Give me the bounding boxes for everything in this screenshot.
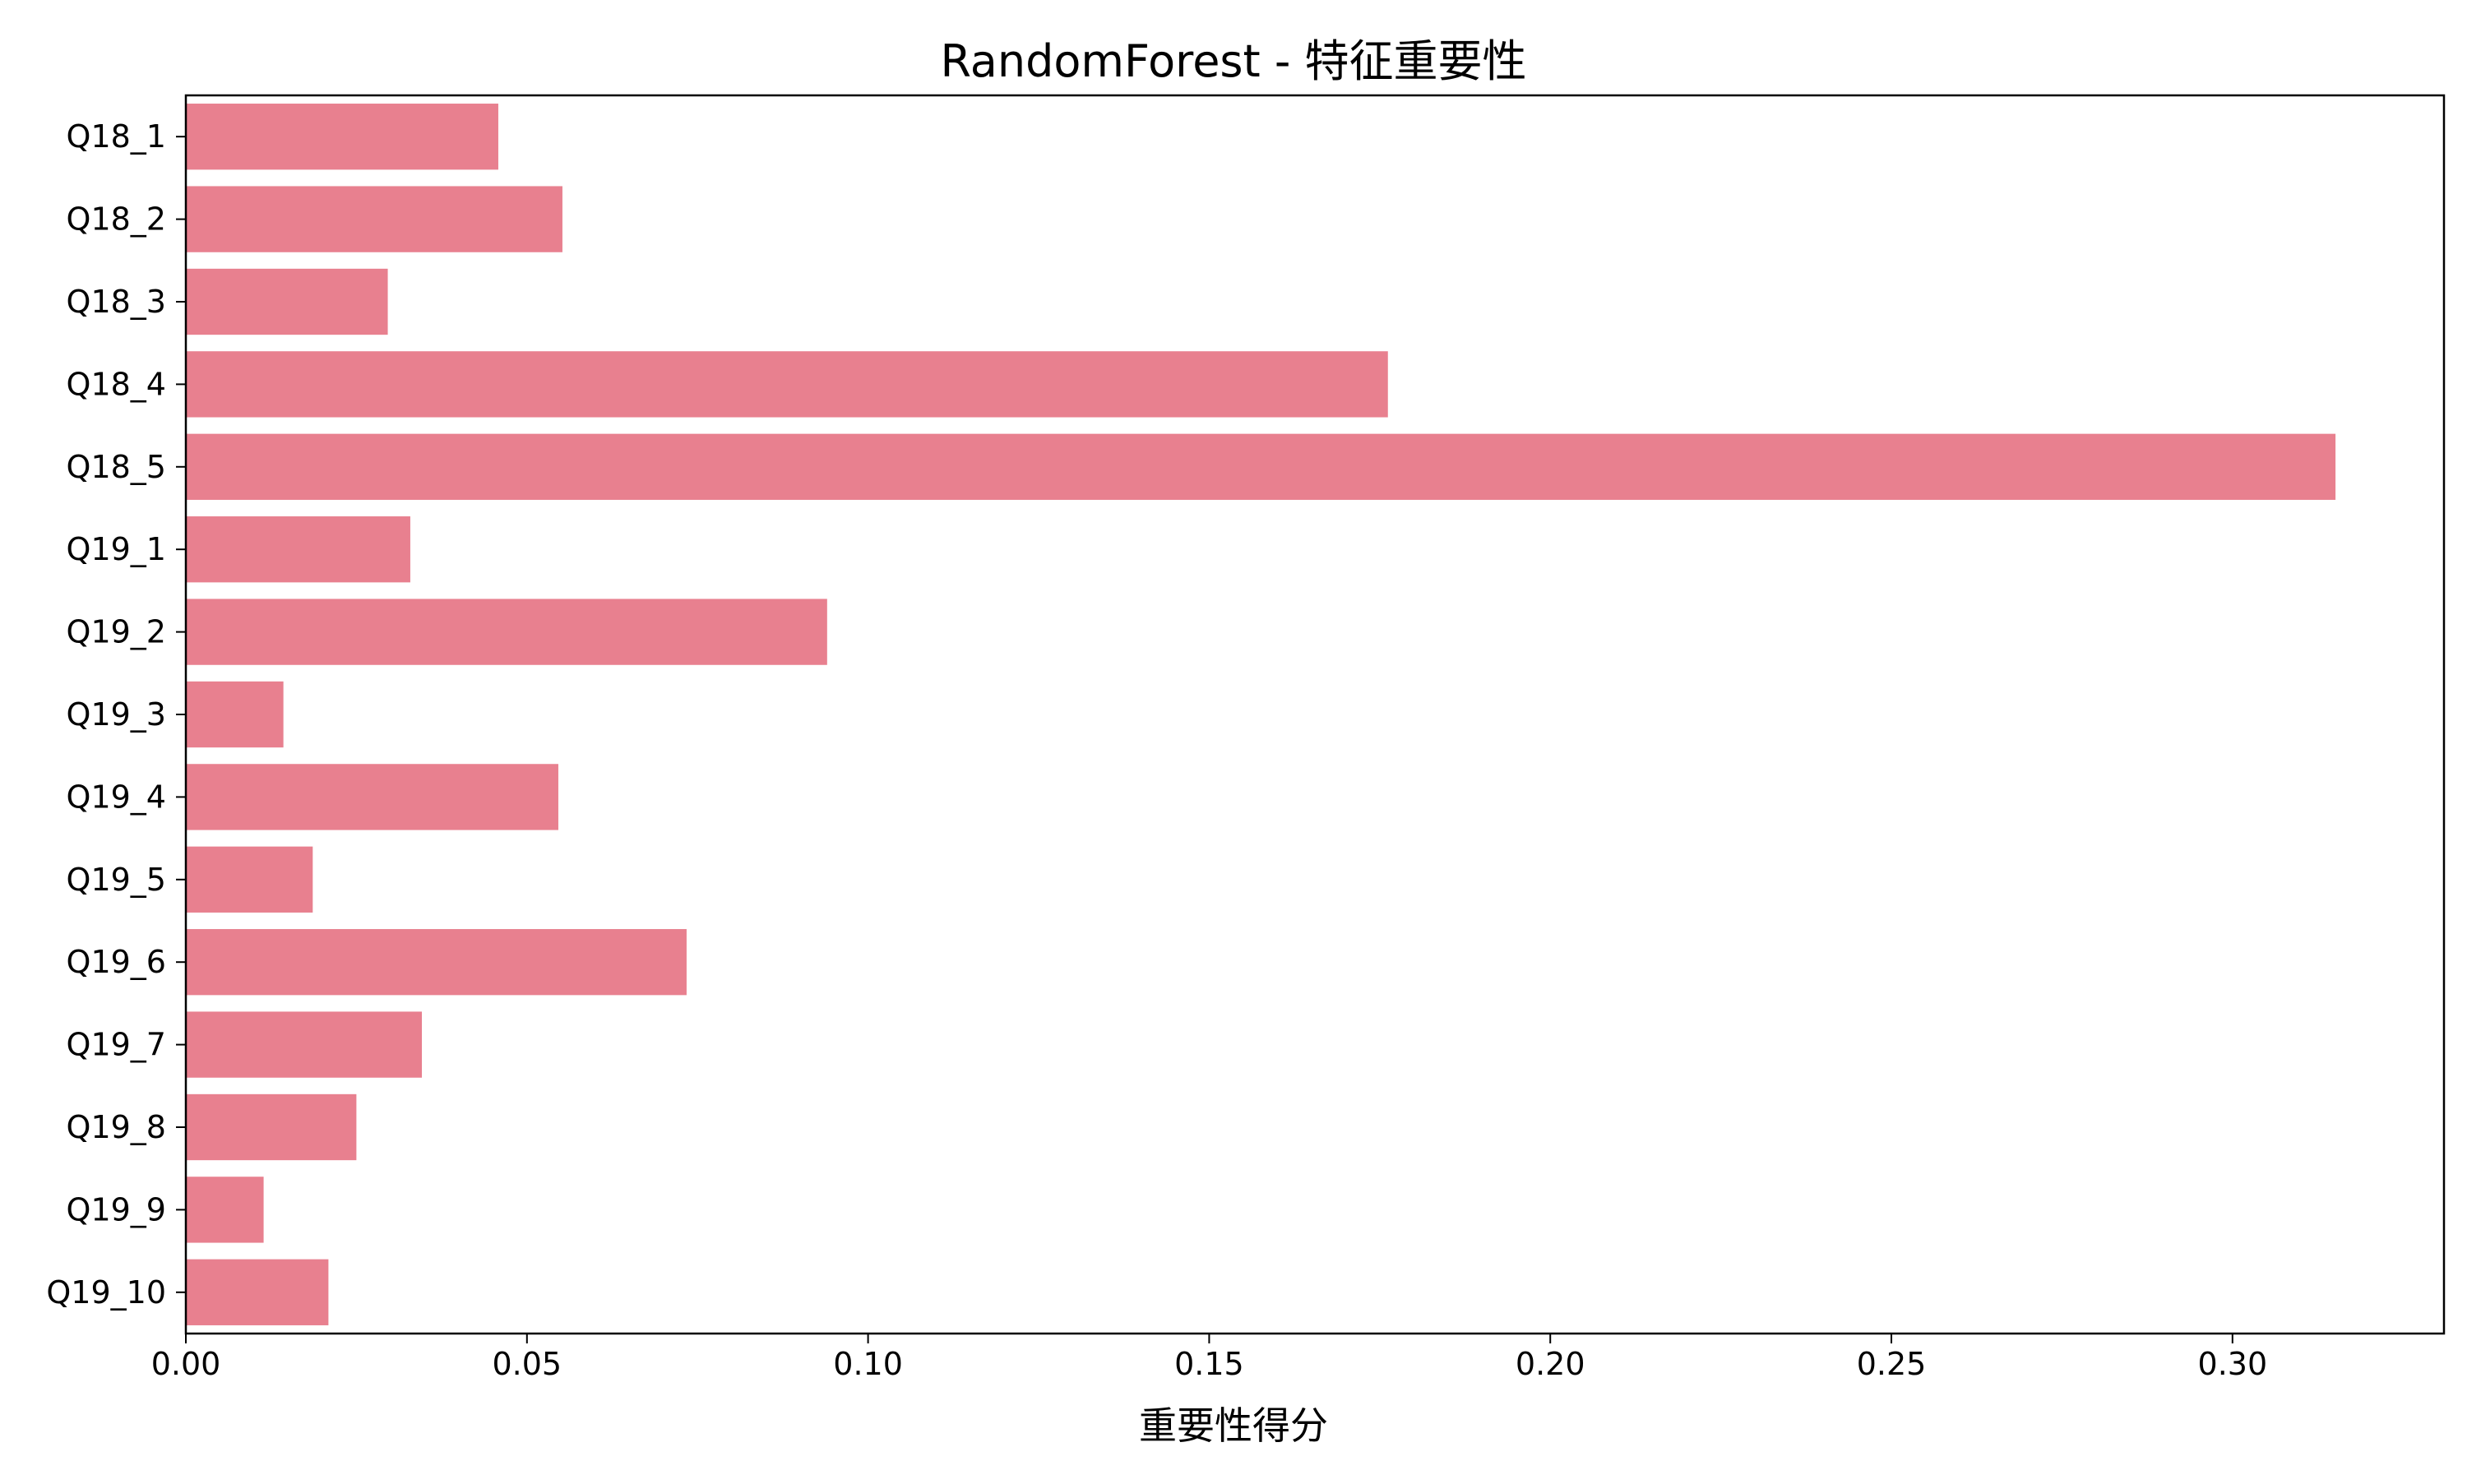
y-tick-label-Q19_8: Q19_8 bbox=[67, 1109, 166, 1145]
y-tick-label-Q19_5: Q19_5 bbox=[67, 862, 166, 898]
y-tick-label-Q19_2: Q19_2 bbox=[67, 614, 166, 650]
y-tick-label-Q19_6: Q19_6 bbox=[67, 944, 166, 980]
y-tick-label-Q19_7: Q19_7 bbox=[67, 1027, 166, 1063]
x-tick-label-0.00: 0.00 bbox=[151, 1346, 221, 1382]
bar-Q19_9 bbox=[186, 1177, 264, 1243]
x-tick-label-0.10: 0.10 bbox=[833, 1346, 903, 1382]
x-axis-label: 重要性得分 bbox=[1139, 1403, 1328, 1448]
y-tick-label-Q18_1: Q18_1 bbox=[67, 118, 166, 155]
bar-Q19_10 bbox=[186, 1259, 329, 1325]
y-tick-label-Q19_1: Q19_1 bbox=[67, 531, 166, 567]
bar-Q19_1 bbox=[186, 516, 410, 583]
bar-Q18_2 bbox=[186, 186, 562, 252]
x-tick-label-0.20: 0.20 bbox=[1516, 1346, 1585, 1382]
y-tick-label-Q18_5: Q18_5 bbox=[67, 449, 166, 485]
bar-Q19_4 bbox=[186, 764, 558, 830]
y-tick-label-Q18_4: Q18_4 bbox=[67, 366, 166, 402]
x-tick-label-0.25: 0.25 bbox=[1857, 1346, 1927, 1382]
bar-Q18_4 bbox=[186, 351, 1388, 418]
bar-Q19_8 bbox=[186, 1093, 357, 1161]
y-tick-label-Q18_3: Q18_3 bbox=[67, 284, 166, 320]
bar-Q19_5 bbox=[186, 846, 313, 913]
x-tick-label-0.15: 0.15 bbox=[1174, 1346, 1244, 1382]
x-tick-label-0.05: 0.05 bbox=[492, 1346, 562, 1382]
y-tick-label-Q19_4: Q19_4 bbox=[67, 779, 166, 815]
bar-Q18_5 bbox=[186, 433, 2336, 500]
axes-frame bbox=[184, 94, 2446, 1335]
bar-Q19_7 bbox=[186, 1011, 423, 1078]
chart-title: RandomForest - 特征重要性 bbox=[940, 35, 1527, 87]
y-tick-label-Q18_2: Q18_2 bbox=[67, 201, 166, 238]
y-tick-label-Q19_9: Q19_9 bbox=[67, 1191, 166, 1227]
x-tick-label-0.30: 0.30 bbox=[2198, 1346, 2268, 1382]
bar-Q19_6 bbox=[186, 929, 687, 996]
y-tick-label-Q19_10: Q19_10 bbox=[46, 1274, 166, 1311]
y-tick-label-Q19_3: Q19_3 bbox=[67, 696, 166, 733]
bar-Q18_1 bbox=[186, 104, 498, 170]
bar-Q19_2 bbox=[186, 599, 827, 665]
bar-Q19_3 bbox=[186, 681, 284, 748]
bar-Q18_3 bbox=[186, 268, 388, 335]
